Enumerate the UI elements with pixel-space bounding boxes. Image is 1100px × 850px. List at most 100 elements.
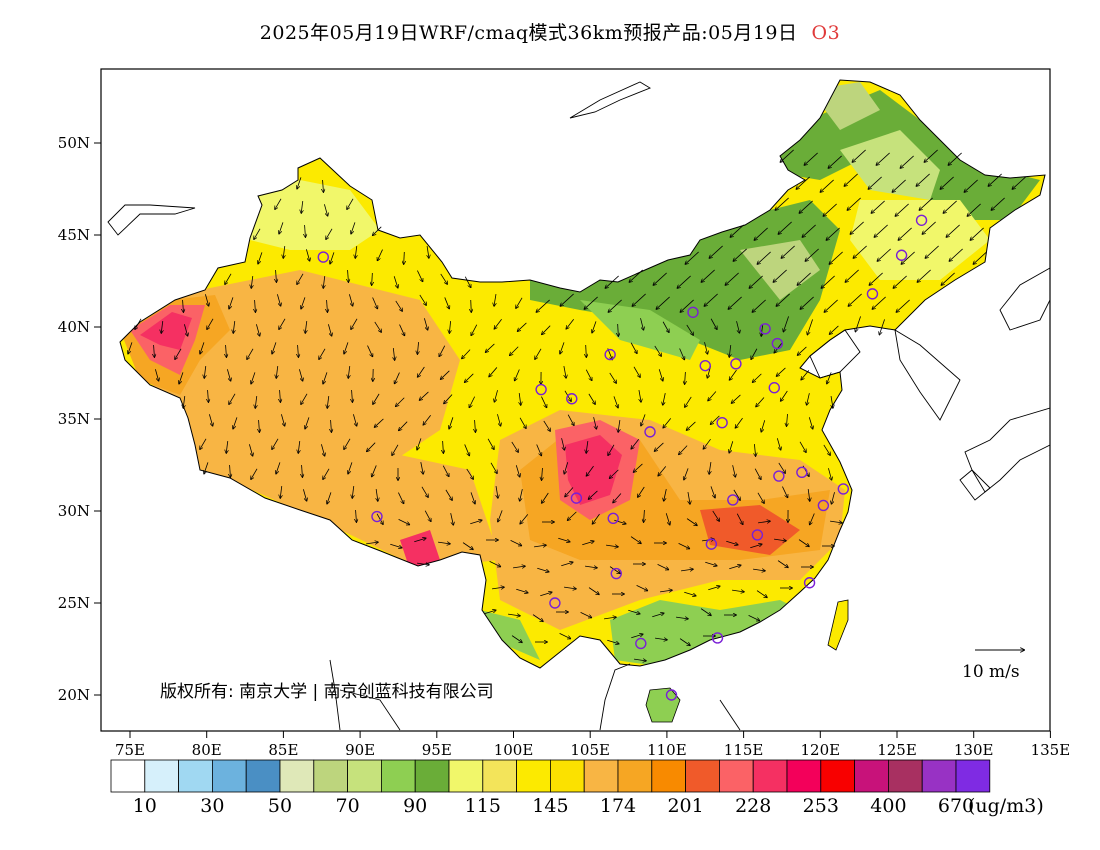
bohai-coast [809,329,861,379]
wind-vector [618,323,619,336]
wind-vector [534,545,546,547]
wind-vector [233,417,238,428]
wind-vector [414,538,425,543]
wind-vector [660,590,672,592]
colorbar-label: 201 [667,795,703,817]
wind-vector [561,562,572,567]
wind-vector [184,324,187,336]
wind-vector [753,569,765,571]
wind-vector [398,519,410,524]
wind-vector [684,591,695,596]
wind-vector [782,486,787,498]
wind-vector [280,485,282,498]
wind-vector [344,438,351,449]
colorbar-swatch [752,759,788,793]
wind-vector [355,245,357,258]
wind-vector [226,344,227,357]
wind-vector [475,419,476,432]
wind-vector [726,540,737,545]
wind-vector [700,608,711,616]
colorbar-swatch [144,759,180,793]
wind-vector [680,299,694,312]
city-marker [773,470,785,482]
city-marker [699,359,711,372]
wind-vector [297,177,302,188]
wind-vector [605,275,619,288]
wind-vector [424,510,431,522]
wind-vector [631,634,642,639]
lon-label: 90E [345,741,375,759]
wind-vector [736,513,743,525]
lon-label: 95E [422,741,452,759]
city-marker [635,637,647,650]
wind-vector [711,415,720,424]
lat-label: 20N [58,686,90,704]
lat-label: 25N [58,594,90,612]
lon-label: 85E [268,741,298,759]
wind-vector [787,413,788,426]
wind-vector [464,444,470,455]
wind-vector [349,294,352,306]
wind-vector [464,276,470,288]
wind-vector [756,397,765,407]
colorbar-swatch [110,759,146,793]
wind-vector [323,275,325,288]
wind-vector [751,348,758,360]
colorbar-label: 145 [532,795,568,817]
wind-vector [729,565,740,570]
wind-vector [708,586,719,591]
wind-vector [272,342,277,353]
colorbar-swatch [482,759,517,793]
wind-vector [351,222,356,233]
wind-vector [272,438,279,449]
wind-vector [442,465,449,477]
wind-vector [949,248,963,261]
wind-vector [390,543,401,548]
wind-vector [653,272,667,285]
wind-vector [613,493,622,502]
city-markers [317,214,928,701]
city-marker [751,529,764,541]
colorbar-swatch [921,759,957,793]
wind-vector [299,369,302,381]
wind-vector [710,486,715,497]
wind-vector [655,638,667,640]
colorbar-label: 228 [735,795,771,817]
lat-label: 45N [58,226,90,244]
wind-vector [712,510,719,521]
wind-vector [399,421,408,431]
wind-vector [256,324,259,336]
wind-vector [209,414,212,426]
wind-vector [848,293,862,306]
wind-vector [393,276,398,287]
lon-label: 125E [877,741,917,759]
pollutant-label: O3 [811,22,841,44]
wind-vector [423,415,431,425]
wind-vector [563,366,566,378]
wind-vector [535,348,542,359]
colorbar-label: 253 [803,795,839,817]
wind-vector [323,372,328,383]
colorbar-swatch [414,759,450,793]
coastlines [107,81,1050,731]
wind-vector [831,396,833,408]
wind-vector [610,469,619,478]
wind-vector [353,414,356,426]
city-marker [895,249,908,261]
wind-vector [508,614,520,616]
wind-vector [638,486,645,497]
caspian-coast [107,204,196,236]
wind-vector [255,395,257,408]
city-marker [730,358,742,370]
wind-vector [606,545,618,547]
wind-vector [352,485,354,498]
wind-vector [439,345,446,357]
wind-vector [418,366,425,377]
wind-vector [831,492,835,504]
wind-vector [630,536,641,544]
wind-vector [520,514,529,523]
wind-vector [585,566,597,568]
wind-vector [657,564,669,569]
wind-vector [604,617,616,619]
wind-vector [532,614,543,622]
